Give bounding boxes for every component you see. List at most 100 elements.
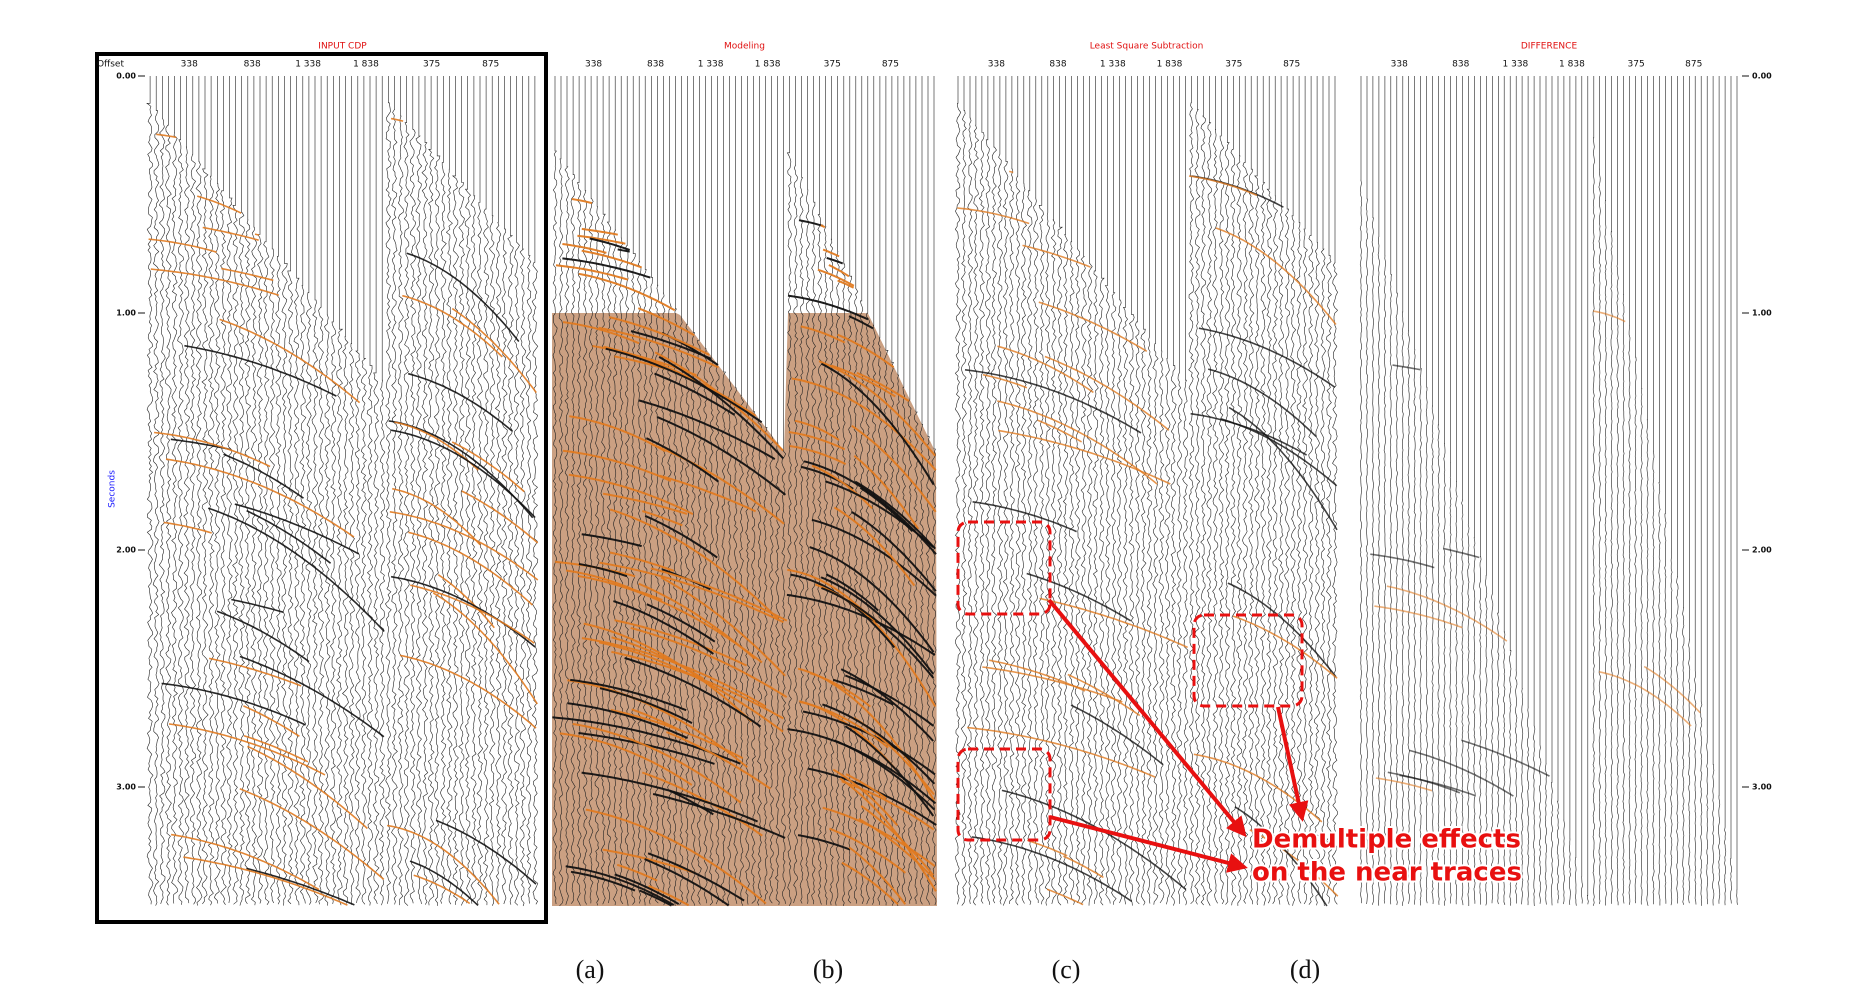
reflection-event	[972, 501, 1077, 533]
trace	[329, 76, 337, 904]
trace	[1002, 76, 1009, 906]
trace	[1230, 76, 1237, 906]
trace	[931, 76, 937, 906]
trace	[636, 76, 642, 904]
reflection-event	[569, 415, 666, 453]
reflection-event	[1232, 615, 1338, 679]
highlight-box	[956, 747, 1052, 842]
reflection-event	[658, 356, 784, 459]
trace	[1110, 76, 1117, 905]
trace	[1068, 76, 1075, 905]
time-tick-label: 2.00	[116, 546, 136, 555]
trace	[1449, 76, 1452, 904]
time-tick-label: 3.00	[116, 783, 136, 792]
reflection-event	[826, 256, 844, 265]
offset-label: 838	[244, 60, 261, 70]
trace	[978, 76, 985, 904]
trace	[250, 76, 258, 906]
reflection-event	[562, 321, 640, 345]
reflection-event	[581, 533, 642, 548]
trace	[835, 76, 841, 906]
reflection-event	[839, 777, 937, 892]
trace	[415, 76, 423, 905]
panel-title: DIFFERENCE	[1521, 42, 1578, 52]
reflection-event	[666, 731, 771, 790]
trace	[256, 76, 264, 904]
reflection-event	[651, 443, 785, 525]
trace	[1688, 76, 1691, 904]
trace	[1586, 76, 1589, 905]
reflection-event	[207, 507, 385, 632]
time-tick-label: 1.00	[116, 309, 136, 318]
reflection-event	[854, 480, 936, 550]
trace	[1038, 76, 1045, 905]
trace	[531, 76, 539, 905]
reflection-event	[822, 703, 936, 785]
trace	[1395, 76, 1398, 906]
time-tick-label: 3.00	[1752, 783, 1772, 792]
reflection-event	[971, 836, 1133, 902]
trace	[201, 76, 209, 905]
reflection-event	[435, 819, 537, 885]
trace	[1176, 76, 1183, 904]
reflection-event	[1387, 771, 1461, 794]
trace	[1604, 76, 1607, 906]
trace	[385, 76, 392, 904]
annotation-text: Demultiple effects	[1252, 825, 1521, 855]
trace	[1050, 76, 1057, 904]
trace	[600, 76, 606, 905]
trace	[1700, 76, 1703, 906]
reflection-event	[1188, 175, 1258, 197]
reflection-event	[234, 503, 360, 555]
reflection-event	[567, 702, 689, 740]
reflection-event	[800, 325, 846, 344]
trace	[564, 76, 570, 905]
reflection-event	[168, 723, 326, 776]
trace	[1532, 76, 1536, 907]
offset-label: 838	[1049, 60, 1066, 70]
trace	[1443, 76, 1446, 906]
trace	[1104, 76, 1111, 904]
reflection-event	[848, 846, 907, 905]
offset-label: 1 338	[1503, 60, 1529, 70]
reflection-event	[982, 373, 1028, 389]
reflection-event	[611, 650, 784, 720]
trace	[1014, 76, 1021, 906]
trace	[165, 76, 172, 906]
trace	[1640, 76, 1643, 905]
reflection-event	[581, 227, 618, 236]
trace	[1152, 76, 1159, 905]
trace	[354, 76, 361, 904]
trace	[262, 76, 270, 905]
trace	[696, 76, 702, 905]
time-tick-label: 2.00	[1752, 546, 1772, 555]
offset-label: 875	[882, 60, 899, 70]
reflection-event	[1234, 806, 1328, 907]
reflection-event	[581, 249, 643, 269]
trace	[1134, 76, 1141, 905]
reflection-event	[599, 687, 693, 724]
trace	[1515, 76, 1518, 904]
reflection-event	[791, 377, 937, 471]
reflection-event	[1067, 673, 1141, 717]
reflection-event	[1461, 739, 1550, 777]
reflection-event	[1643, 665, 1701, 714]
reflection-event	[583, 622, 753, 723]
trace	[1248, 76, 1255, 905]
reflection-event	[825, 573, 879, 612]
reflection-event	[659, 474, 757, 513]
reflection-event	[829, 827, 907, 874]
reflection-event	[246, 867, 355, 906]
trace	[889, 76, 895, 906]
trace	[1182, 76, 1189, 906]
reflection-event	[392, 487, 481, 546]
offset-axis-label: Offset	[97, 60, 125, 70]
reflection-event	[1038, 301, 1148, 352]
trace	[299, 76, 307, 904]
trace	[1568, 76, 1571, 905]
reflection-event	[559, 732, 693, 786]
reflection-event	[567, 679, 748, 768]
trace	[618, 76, 624, 905]
trace	[811, 76, 817, 905]
trace	[445, 76, 453, 905]
